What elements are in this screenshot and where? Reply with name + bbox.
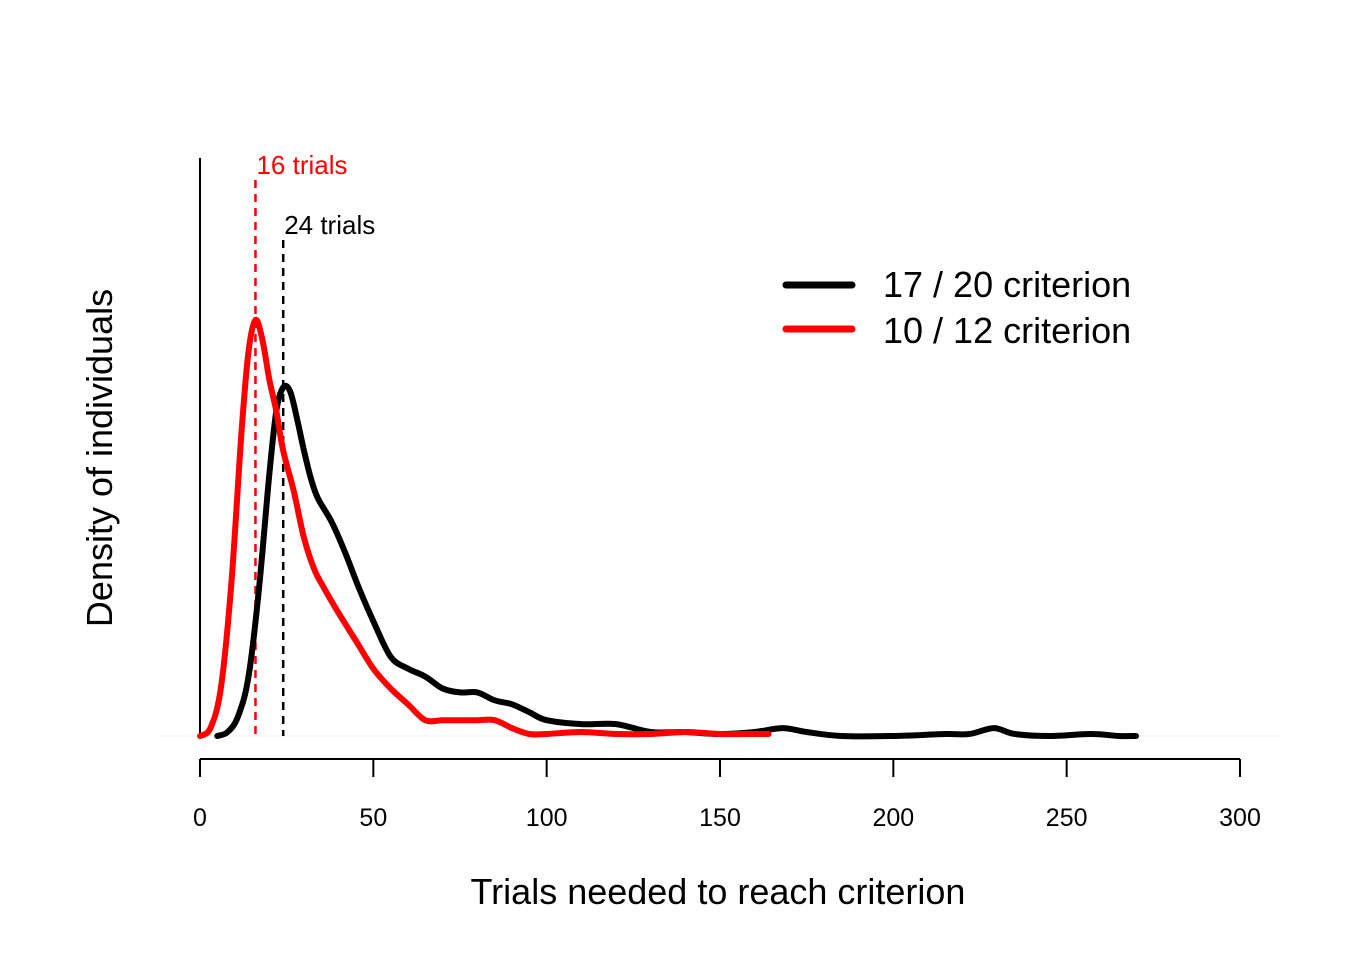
legend: 17 / 20 criterion 10 / 12 criterion [782, 264, 1131, 351]
density-curve-17-20 [214, 382, 1139, 740]
x-tick-label: 100 [526, 804, 568, 832]
density-curve-10-12 [197, 316, 772, 739]
x-ticks: 0 50 100 150 200 250 300 [193, 759, 1261, 832]
median-annotation-label: 24 trials [284, 210, 375, 240]
median-annotation-label: 16 trials [256, 150, 347, 180]
x-tick-label: 150 [699, 804, 741, 832]
x-axis-title: Trials needed to reach criterion [471, 871, 966, 912]
legend-label-17-20: 17 / 20 criterion [883, 264, 1131, 305]
y-axis-title: Density of individuals [79, 289, 120, 627]
x-tick-label: 200 [872, 804, 914, 832]
x-tick-label: 50 [359, 804, 387, 832]
x-tick-label: 0 [193, 804, 207, 832]
x-tick-label: 300 [1219, 804, 1261, 832]
density-series [197, 316, 1139, 740]
axes [158, 158, 1282, 760]
legend-label-10-12: 10 / 12 criterion [883, 310, 1131, 351]
x-tick-label: 250 [1046, 804, 1088, 832]
